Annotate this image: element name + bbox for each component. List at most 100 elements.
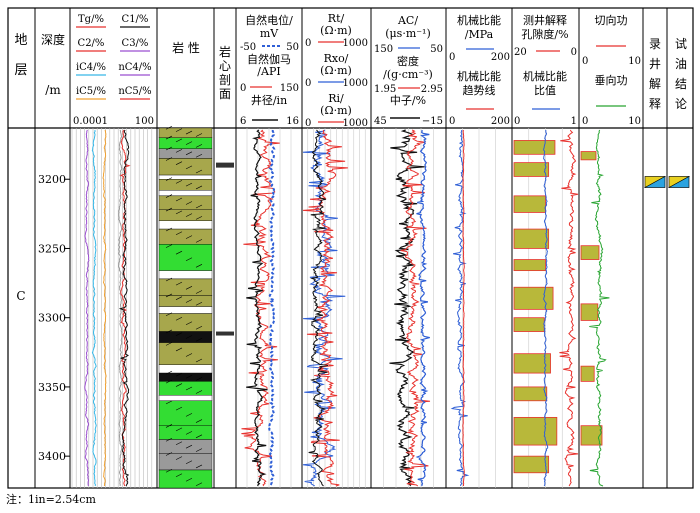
depth-header: /m [45, 83, 61, 97]
lithology-bed [158, 137, 213, 149]
porosity-fill [513, 353, 551, 374]
chart-frame [7, 7, 694, 489]
lithology-mark [185, 235, 193, 239]
lithology-mark [195, 216, 203, 220]
lithology-bed [158, 295, 213, 307]
lithology-mark [195, 264, 203, 268]
lithology-mark [165, 177, 173, 181]
test-result-header: 论 [675, 97, 687, 111]
den-title: 密度 [397, 54, 419, 68]
lithology-bed [158, 278, 213, 296]
test-zone [667, 175, 690, 188]
porosity-fill [513, 228, 550, 249]
interp-zone [643, 175, 666, 188]
lithology-mark [165, 329, 173, 334]
gr-scale: 150 [280, 83, 299, 94]
lithology-mark [185, 151, 193, 156]
sp-curve [267, 129, 278, 487]
lithology-mark [195, 185, 203, 190]
lithology-mark [175, 406, 183, 411]
gas-label: iC4/% [76, 62, 106, 73]
lithology-bed [158, 439, 213, 454]
core-header: 面 [219, 87, 231, 101]
gas-curve-ic4 [91, 129, 97, 487]
shear-scale: 0 [582, 56, 588, 67]
msr-title: 机械比能 [457, 13, 501, 27]
cnl-scale: −15 [422, 116, 443, 127]
vert-scale: 10 [628, 116, 641, 127]
ratio-scale: 1 [571, 116, 577, 127]
lithology-header: 岩 性 [172, 40, 200, 55]
den-curve [400, 129, 431, 487]
poro-scale: 0 [571, 47, 577, 58]
lithology-mark [195, 482, 203, 487]
msr-scale: 0 [449, 52, 455, 63]
ratio-title: 机械比能 [523, 69, 567, 83]
lithology-bed [158, 127, 213, 138]
msr-title: /MPa [465, 28, 494, 41]
lithology-mark [165, 342, 173, 346]
lithology-mark [195, 301, 203, 306]
lithology-mark [175, 473, 183, 478]
lithology-mark [175, 427, 183, 432]
lithology-bed [158, 148, 213, 159]
res-title: Rt/ [328, 12, 345, 25]
ratio-curve-red [559, 129, 579, 487]
poro-title: 孔隙度/% [521, 27, 568, 41]
porosity-fill [513, 386, 548, 402]
lithology-mark [165, 227, 173, 232]
formation-label: C [16, 289, 25, 303]
ratio-scale: 0 [514, 116, 520, 127]
lithology-mark [195, 204, 203, 209]
ratio-title: 比值 [534, 84, 556, 97]
porosity-fill [513, 195, 546, 213]
lithology-mark [195, 434, 203, 439]
sp-title: 自然电位/ [245, 13, 293, 27]
lithology-mark [175, 372, 183, 377]
lithology-mark [165, 146, 173, 151]
sp-scale: 50 [286, 42, 299, 53]
shear-fill [580, 245, 600, 260]
depth-tick-label: 3350 [38, 381, 66, 394]
res-scale: 1000 [343, 38, 368, 49]
lithology-mark [185, 141, 193, 145]
core-header: 剖 [219, 73, 231, 87]
lithology-mark [175, 296, 183, 300]
test-result-header: 油 [675, 57, 687, 71]
lithology-bed [158, 244, 213, 271]
gas-curve-c1 [118, 129, 130, 487]
lithology-mark [185, 460, 193, 465]
den-scale: 2.95 [421, 84, 443, 95]
lithology-mark [185, 182, 193, 187]
lithology-mark [195, 358, 203, 363]
lithology-bed [158, 306, 213, 314]
lithology-mark [175, 250, 183, 255]
layer-header: 层 [14, 63, 27, 78]
lithology-mark [185, 335, 193, 339]
gas-label: C2/% [78, 38, 105, 49]
shear-fill [580, 303, 599, 321]
shear-fill [580, 151, 597, 161]
cnl-curve [389, 129, 425, 487]
porosity-fill [513, 259, 546, 272]
lithology-mark [175, 347, 183, 352]
log-interp-header: 录 [649, 37, 661, 51]
lithology-bed [158, 228, 213, 245]
msr-trend-title: 趋势线 [463, 83, 496, 97]
cal-title: 井径/in [251, 93, 287, 107]
lithology-mark [175, 441, 183, 445]
lithology-mark [165, 207, 173, 212]
porosity-fill [513, 162, 550, 177]
cnl-title: 中子/% [390, 94, 426, 107]
lithology-bed [158, 179, 213, 191]
footnote: 注：1in=2.54cm [6, 493, 96, 506]
poro-title: 测井解释 [523, 13, 567, 27]
cal-scale: 6 [240, 116, 246, 127]
lithology-mark [185, 386, 193, 391]
lithology-mark [195, 448, 203, 452]
test-result-header: 试 [675, 36, 687, 51]
lithology-mark [195, 419, 203, 423]
ac-curve [415, 129, 430, 487]
msr-trend-curve [462, 129, 465, 486]
